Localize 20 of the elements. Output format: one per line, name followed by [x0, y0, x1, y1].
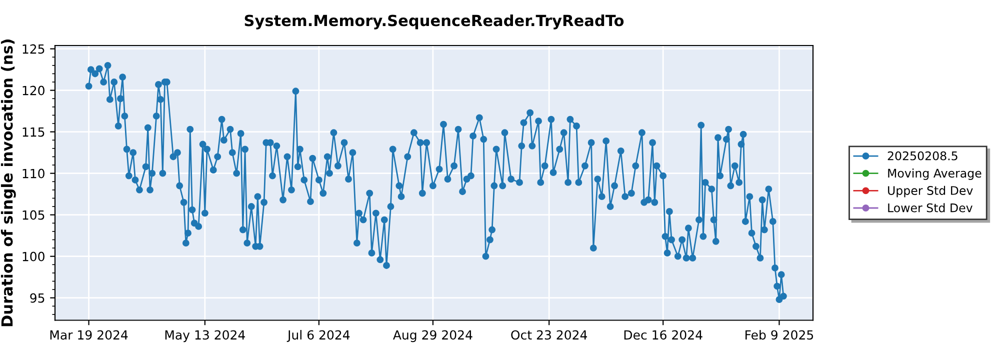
x-tick-label: Aug 29 2024: [393, 330, 472, 342]
legend-label: 20250208.5: [888, 151, 958, 160]
legend-label: Lower Std Dev: [888, 203, 972, 212]
x-tick-label: Oct 23 2024: [511, 330, 588, 340]
legend-label: Moving Average: [888, 168, 982, 180]
y-tick-label: 110: [22, 168, 44, 178]
y-axis-title: Duration of single invocation (ns): [0, 40, 16, 326]
y-tick-label: 120: [22, 86, 44, 96]
y-tick-label: 115: [22, 127, 44, 137]
chart-title: System.Memory.SequenceReader.TryReadTo: [244, 14, 624, 30]
x-tick-label: Feb 9 2025: [746, 330, 814, 340]
x-tick-label: Mar 19 2024: [50, 330, 128, 340]
x-tick-label: May 13 2024: [165, 330, 245, 342]
y-tick-label: 100: [22, 252, 44, 262]
y-tick-label: 105: [22, 210, 44, 220]
y-tick-label: 125: [22, 44, 44, 54]
x-tick-label: Jul 6 2024: [286, 330, 350, 342]
x-tick-label: Dec 16 2024: [624, 330, 702, 340]
legend-label: Upper Std Dev: [888, 186, 973, 198]
y-tick-label: 95: [30, 293, 44, 303]
